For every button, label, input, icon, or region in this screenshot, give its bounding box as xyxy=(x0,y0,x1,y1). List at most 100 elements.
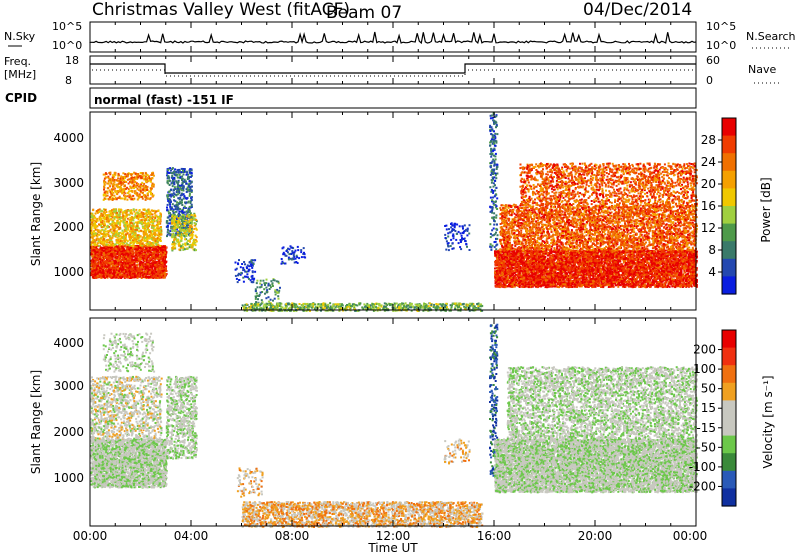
scatter-cell xyxy=(117,222,120,225)
scatter-cell xyxy=(108,262,111,264)
scatter-cell xyxy=(120,249,123,251)
scatter-cell xyxy=(190,168,193,171)
scatter-cell xyxy=(110,214,113,217)
scatter-cell xyxy=(126,276,129,279)
scatter-cell xyxy=(158,273,160,276)
scatter-cell xyxy=(127,274,130,277)
scatter-cell xyxy=(109,257,111,260)
scatter-cell xyxy=(137,185,140,188)
scatter-cell xyxy=(110,274,113,277)
scatter-cell xyxy=(103,197,106,200)
scatter-cell xyxy=(154,228,157,231)
scatter-cell xyxy=(94,272,97,275)
scatter-cell xyxy=(155,219,158,222)
scatter-cell xyxy=(106,214,109,217)
scatter-cell xyxy=(294,257,297,260)
scatter-cell xyxy=(166,206,168,209)
scatter-cell xyxy=(141,195,143,198)
scatter-cell xyxy=(313,307,316,310)
scatter-cell xyxy=(121,243,124,246)
scatter-cell xyxy=(109,249,112,252)
scatter-cell xyxy=(254,270,257,273)
scatter-cell xyxy=(160,233,163,236)
cpid-label: CPID xyxy=(5,91,37,105)
scatter-cell xyxy=(180,167,183,170)
scatter-cell xyxy=(127,225,130,228)
scatter-cell xyxy=(268,288,271,290)
scatter-cell xyxy=(244,263,246,266)
scatter-cell xyxy=(173,244,176,247)
scatter-cell xyxy=(93,225,96,227)
scatter-cell xyxy=(111,190,113,193)
scatter-cell xyxy=(144,226,147,229)
scatter-cell xyxy=(155,250,158,253)
scatter-cell xyxy=(94,245,97,248)
scatter-cell xyxy=(194,244,197,247)
scatter-cell xyxy=(188,186,191,189)
scatter-cell xyxy=(97,267,100,270)
scatter-cell xyxy=(172,247,175,250)
scatter-cell xyxy=(101,266,104,269)
scatter-cell xyxy=(102,260,105,263)
scatter-cell xyxy=(133,222,135,225)
scatter-cell xyxy=(143,260,146,263)
scatter-cell xyxy=(154,217,157,219)
scatter-cell xyxy=(175,194,178,197)
scatter-cell xyxy=(140,277,143,279)
scatter-cell xyxy=(125,230,128,233)
scatter-cell xyxy=(284,254,287,257)
scatter-cell xyxy=(160,226,162,228)
nave-tick-high: 60 xyxy=(706,54,720,67)
scatter-cell xyxy=(182,180,185,183)
scatter-cell xyxy=(147,225,150,228)
scatter-cell xyxy=(114,198,117,200)
scatter-cell xyxy=(117,214,120,217)
cpid-panel: CPID normal (fast) -151 IF xyxy=(5,87,697,109)
scatter-cell xyxy=(176,185,179,188)
scatter-cell xyxy=(329,302,332,305)
scatter-cell xyxy=(139,244,142,247)
scatter-cell xyxy=(116,253,119,255)
scatter-cell xyxy=(100,229,103,232)
scatter-cell xyxy=(128,257,131,260)
scatter-cell xyxy=(158,230,161,233)
scatter-cell xyxy=(124,262,127,265)
scatter-cell xyxy=(144,172,147,175)
scatter-cell xyxy=(116,248,118,251)
scatter-cell xyxy=(178,190,181,193)
scatter-cell xyxy=(142,274,145,277)
scatter-cell xyxy=(126,198,129,201)
scatter-cell xyxy=(128,259,131,262)
scatter-cell xyxy=(146,251,149,254)
scatter-cell xyxy=(250,261,253,264)
scatter-cell xyxy=(174,246,177,249)
scatter-cell xyxy=(242,280,245,283)
scatter-cell xyxy=(189,234,192,237)
scatter-cell xyxy=(92,257,95,260)
cpid-frame xyxy=(89,87,697,109)
scatter-cell xyxy=(147,176,149,179)
scatter-cell xyxy=(152,233,155,236)
scatter-cell xyxy=(115,268,118,271)
scatter-cell xyxy=(101,271,104,274)
scatter-cell xyxy=(142,184,145,187)
scatter-cell xyxy=(164,267,167,270)
scatter-cell xyxy=(181,175,184,178)
scatter-cell xyxy=(175,191,178,193)
scatter-cell xyxy=(128,238,131,241)
scatter-cell xyxy=(140,272,143,275)
scatter-cell xyxy=(138,230,141,233)
scatter-cell xyxy=(123,239,126,242)
scatter-cell xyxy=(104,269,107,271)
scatter-cell xyxy=(132,208,135,211)
scatter-cell xyxy=(141,172,144,175)
scatter-cell xyxy=(260,299,263,302)
scatter-cell xyxy=(93,270,96,273)
scatter-cell xyxy=(179,222,182,225)
scatter-cell xyxy=(168,179,171,182)
scatter-cell xyxy=(144,232,147,235)
scatter-cell xyxy=(103,222,106,225)
scatter-cell xyxy=(123,265,125,268)
scatter-cell xyxy=(154,267,157,270)
scatter-cell xyxy=(141,181,144,184)
